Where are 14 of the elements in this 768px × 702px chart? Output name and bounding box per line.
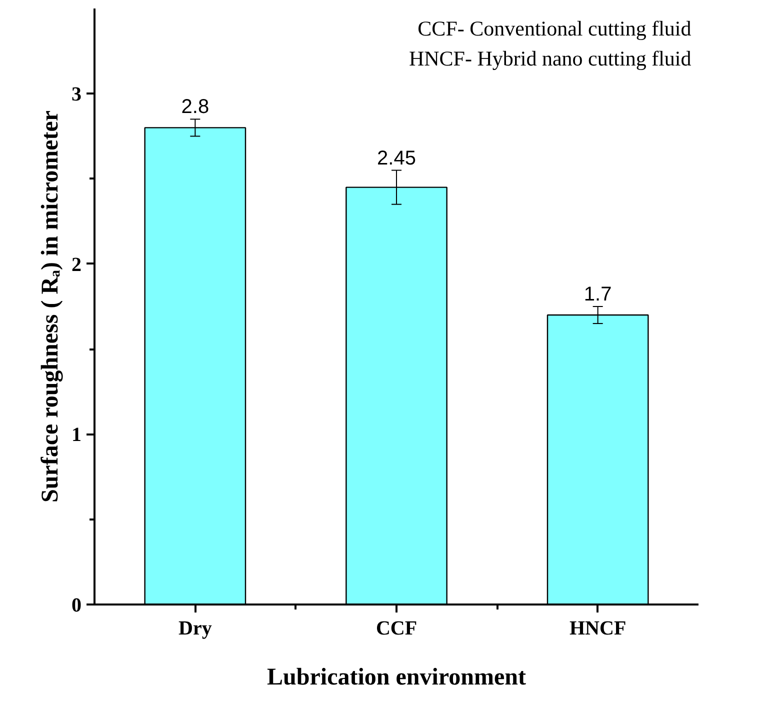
annotation: HNCF- Hybrid nano cutting fluid (408, 46, 692, 70)
y-tick-label: 0 (72, 594, 82, 616)
y-tick-label: 3 (72, 84, 82, 106)
y-tick-label: 1 (72, 424, 82, 446)
x-tick-label: HNCF (570, 618, 626, 640)
y-axis-title: Surface roughness ( Rₐ) in micrometer (38, 110, 64, 503)
data-label: 2.8 (181, 96, 210, 118)
x-tick-label: Dry (178, 618, 212, 640)
data-label: 2.45 (377, 147, 416, 170)
annotation: CCF- Conventional cutting fluid (418, 16, 692, 40)
x-axis-title: Lubrication environment (267, 664, 526, 690)
x-tick-label: CCF (376, 618, 418, 640)
data-label: 1.7 (584, 284, 612, 306)
y-tick-label: 2 (72, 254, 82, 276)
